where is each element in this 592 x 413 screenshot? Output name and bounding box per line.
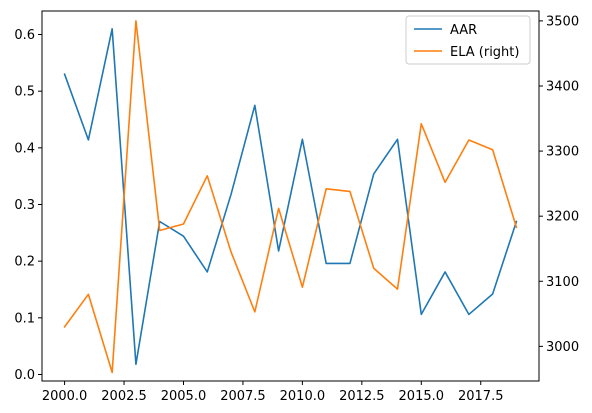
x-tick-label: 2007.5 (220, 389, 266, 404)
y-right-tick-label: 3400 (546, 79, 579, 94)
x-tick-label: 2005.0 (161, 389, 207, 404)
y-right-tick-label: 3500 (546, 14, 579, 29)
plot-frame (41, 10, 540, 382)
y-right-tick-label: 3300 (546, 145, 579, 160)
y-left-tick-label: 0.6 (14, 28, 35, 43)
y-left-tick-label: 0.2 (14, 255, 35, 270)
y-left-tick-label: 0.0 (14, 368, 35, 383)
series-line-ela (63, 20, 518, 374)
legend-label-ela: ELA (right) (450, 45, 519, 60)
legend-box (405, 15, 531, 65)
y-right-tick-label: 3000 (546, 340, 579, 355)
x-tick-label: 2010.0 (280, 389, 326, 404)
y-right-tick-label: 3200 (546, 210, 579, 225)
x-tick-label: 2015.0 (399, 389, 445, 404)
axes: 2000.0 2002.5 2005.0 2007.5 2010.0 2012.5 2015… (14, 10, 579, 404)
legend-label-aar: AAR (450, 23, 477, 38)
series-line-aar (63, 28, 518, 366)
x-tick-label: 2012.5 (339, 389, 385, 404)
x-tick-label: 2002.5 (101, 389, 147, 404)
y-left-tick-label: 0.5 (14, 85, 35, 100)
plot-lines (63, 20, 518, 374)
y-right-tick-label: 3100 (546, 275, 579, 290)
legend: AAR ELA (right) (405, 15, 531, 65)
y-left-tick-label: 0.1 (14, 311, 35, 326)
y-left-tick-label: 0.4 (14, 141, 35, 156)
y-left-tick-label: 0.3 (14, 198, 35, 213)
x-tick-label: 2000.0 (42, 389, 88, 404)
x-tick-label: 2017.5 (458, 389, 504, 404)
